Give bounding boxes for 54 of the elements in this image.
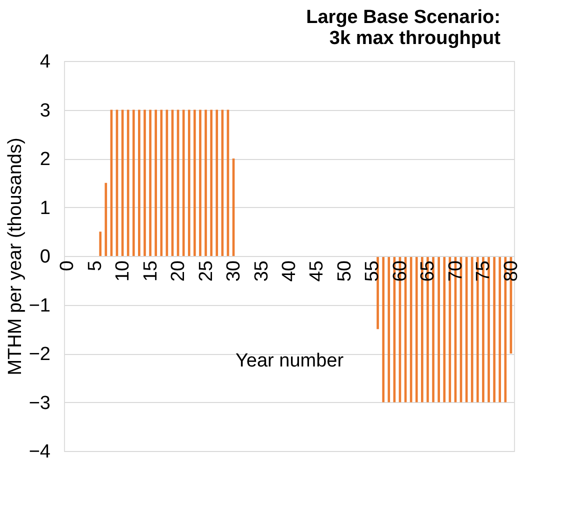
bar: [154, 110, 157, 256]
x-tick-label: 70: [445, 260, 466, 282]
x-tick-label: 0: [57, 260, 78, 272]
y-tick-label: 2: [40, 149, 50, 170]
y-tick-label: −1: [28, 295, 50, 316]
x-tick-label: 60: [390, 260, 411, 282]
bar: [204, 110, 207, 256]
x-tick-label: 25: [196, 260, 217, 282]
x-tick-label: 20: [168, 260, 190, 282]
y-tick-label: 1: [40, 198, 50, 219]
bar: [498, 256, 502, 402]
bar: [432, 256, 434, 402]
x-tick-label: 55: [362, 260, 384, 282]
x-tick-label: 40: [279, 260, 300, 282]
x-tick-label: 75: [473, 260, 494, 282]
x-tick-label: 45: [306, 260, 328, 282]
y-tick-label: 4: [40, 52, 51, 72]
bar: [132, 110, 135, 256]
x-tick-label: 15: [140, 260, 162, 282]
bar: [144, 110, 146, 256]
x-tick-label: 5: [84, 260, 106, 272]
bar: [415, 256, 418, 402]
bar: [194, 110, 196, 256]
bar: [149, 110, 152, 256]
bar: [99, 232, 102, 256]
bar: [376, 256, 379, 330]
y-tick-label: 3: [40, 100, 50, 122]
x-tick-label: 30: [224, 260, 245, 282]
y-tick-label: −4: [28, 442, 51, 462]
bar: [104, 182, 108, 256]
bar: [138, 110, 140, 256]
bar: [470, 256, 474, 402]
y-tick-label: −3: [28, 392, 50, 414]
bar: [126, 110, 130, 256]
x-tick-label: 80: [500, 260, 522, 282]
bar: [188, 110, 190, 256]
bar: [493, 256, 496, 402]
bar: [438, 256, 440, 402]
y-tick-label: −2: [28, 344, 50, 365]
chart-title: Large Base Scenario: 3k max throughput: [306, 7, 502, 49]
x-axis-title: Year number: [235, 350, 344, 372]
bar: [488, 256, 490, 402]
x-tick-label: 35: [251, 260, 272, 282]
x-tick-label: 10: [112, 260, 134, 282]
bar: [382, 256, 384, 402]
y-axis-title: MTHM per year (thousands): [4, 138, 26, 376]
bar: [216, 110, 218, 256]
bar: [388, 256, 390, 402]
bar: [160, 110, 163, 256]
x-tick-label: 65: [418, 260, 439, 282]
bar: [210, 110, 212, 256]
bar: [443, 256, 446, 402]
x-tick-label: 50: [334, 260, 356, 282]
bar: [199, 110, 202, 256]
